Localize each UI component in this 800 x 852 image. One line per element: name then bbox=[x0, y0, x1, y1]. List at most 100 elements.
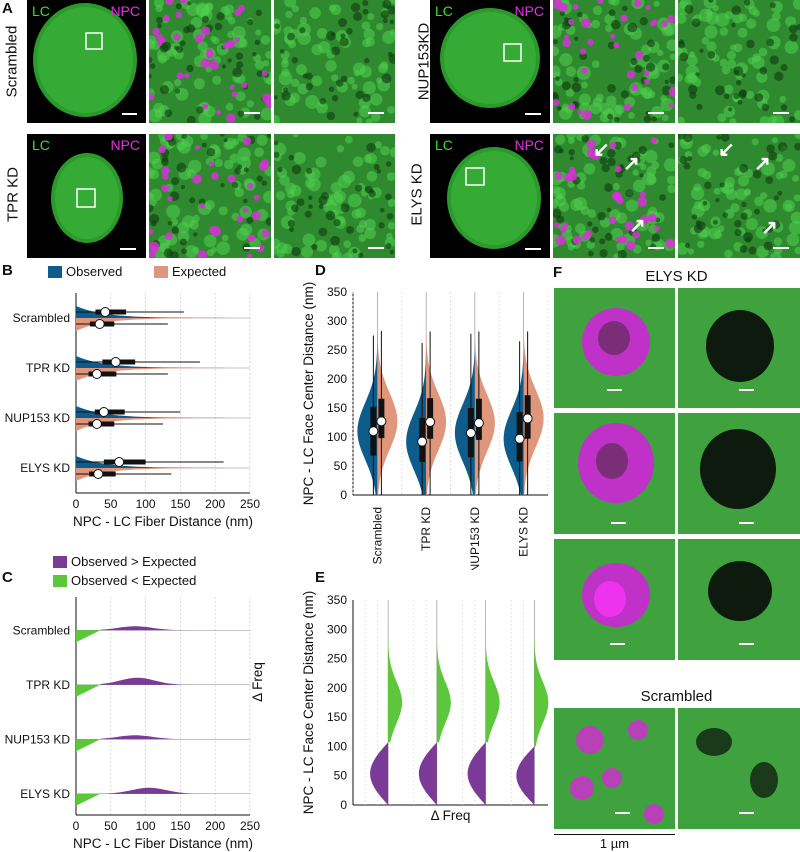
merged-zoom-image bbox=[149, 0, 271, 123]
box bbox=[95, 309, 127, 315]
y-tick-label: 300 bbox=[327, 622, 347, 636]
median-point bbox=[368, 426, 379, 437]
expected-violin bbox=[377, 292, 398, 495]
box bbox=[88, 371, 117, 377]
legend-expected: Expected bbox=[172, 264, 226, 279]
category-label: ELYS KD bbox=[20, 787, 70, 801]
nucleus-image bbox=[33, 3, 137, 117]
y-tick-label: 300 bbox=[327, 314, 347, 328]
panel-label-d: D bbox=[315, 262, 326, 279]
legend-swatch-obs-gt bbox=[53, 556, 67, 568]
below-area bbox=[485, 600, 500, 743]
scale-bar bbox=[773, 247, 789, 249]
y-tick-label: 0 bbox=[340, 488, 347, 502]
y-tick-label: 150 bbox=[327, 401, 347, 415]
below-area bbox=[76, 630, 101, 643]
y-tick-label: 50 bbox=[334, 459, 348, 473]
observed-violin bbox=[76, 306, 250, 318]
zoom-elys-lc-1 bbox=[678, 288, 800, 408]
expected-violin bbox=[426, 292, 447, 495]
median-point bbox=[110, 357, 121, 367]
category-label: ELYS KD bbox=[517, 507, 531, 557]
median-point bbox=[98, 407, 109, 417]
median-point bbox=[465, 427, 476, 438]
y-tick-label: 350 bbox=[327, 285, 347, 299]
micrograph-scrambled-merged bbox=[149, 0, 271, 123]
y-tick-label: 250 bbox=[327, 652, 347, 666]
lc-zoom-image bbox=[706, 310, 774, 391]
below-area bbox=[388, 600, 403, 743]
npc-label: NPC bbox=[514, 3, 544, 19]
legend-swatch-obs-lt bbox=[53, 575, 67, 587]
above-area bbox=[370, 742, 389, 805]
micrograph-nup153kd-overview: LC NPC bbox=[430, 0, 550, 123]
row-label-scrambled: Scrambled bbox=[3, 25, 21, 98]
chart-c-plot: 0 50 100 150 200 250 NPC - LC Fiber Distance (… bbox=[5, 597, 265, 851]
y-axis-title: NPC - LC Face Center Distance (nm) bbox=[301, 282, 316, 506]
observed-violin bbox=[76, 356, 250, 368]
expected-violin bbox=[76, 468, 250, 481]
legend-observed: Observed bbox=[66, 264, 122, 279]
f-bottom-title: Scrambled bbox=[640, 688, 713, 705]
npc-zoom-image bbox=[570, 720, 664, 824]
x-axis-title: NPC - LC Fiber Distance (nm) bbox=[73, 514, 253, 529]
y-tick-label: 250 bbox=[327, 343, 347, 357]
zoom-elys-merged-1 bbox=[554, 288, 675, 408]
zoom-elys-merged-3 bbox=[554, 539, 675, 660]
below-area bbox=[76, 739, 101, 752]
median-point bbox=[522, 413, 533, 424]
x-tick-label: 50 bbox=[104, 819, 118, 833]
median-point bbox=[94, 319, 105, 329]
merged-zoom-image bbox=[553, 0, 675, 123]
legend-swatch-observed bbox=[48, 266, 62, 278]
lc-zoom-image bbox=[678, 0, 800, 123]
zoom-elys-merged-2 bbox=[554, 413, 675, 534]
lc-zoom-image bbox=[274, 0, 395, 123]
expected-violin bbox=[474, 292, 495, 495]
median-point bbox=[91, 419, 102, 429]
scale-bar bbox=[773, 112, 789, 114]
zoom-scrambled-lc bbox=[678, 708, 800, 829]
median-point bbox=[376, 416, 387, 427]
x-tick-label: 100 bbox=[136, 497, 156, 511]
y-tick-label: 50 bbox=[334, 769, 348, 783]
npc-zoom-image bbox=[582, 563, 650, 645]
micrograph-tprkd-overview: LC NPC bbox=[27, 134, 146, 258]
micrograph-nup153kd-lc bbox=[678, 0, 800, 123]
y-axis-title: Δ Freq bbox=[250, 662, 265, 702]
above-area bbox=[100, 626, 250, 631]
category-label: TPR KD bbox=[26, 361, 70, 375]
median-point bbox=[91, 369, 102, 379]
lc-zoom-image bbox=[708, 561, 772, 645]
expected-violin bbox=[76, 418, 250, 431]
scale-bar bbox=[368, 247, 384, 249]
row-label-elyskd: ELYS KD bbox=[408, 163, 426, 226]
row-label-tprkd: TPR KD bbox=[4, 167, 22, 223]
lc-label: LC bbox=[435, 137, 453, 153]
lc-zoom-image bbox=[700, 429, 776, 524]
category-label: TPR KD bbox=[26, 678, 70, 692]
below-area bbox=[534, 600, 549, 747]
panel-label-a: A bbox=[2, 0, 13, 17]
y-tick-label: 100 bbox=[327, 739, 347, 753]
observed-violin bbox=[357, 292, 378, 495]
observed-violin bbox=[76, 406, 250, 418]
arrow-icon: ↗ bbox=[629, 215, 646, 237]
arrow-icon: ↗ bbox=[754, 153, 771, 175]
panel-label-b: B bbox=[2, 262, 13, 279]
scale-label: 1 µm bbox=[599, 836, 630, 851]
below-area bbox=[76, 793, 101, 806]
scale-bar bbox=[648, 247, 664, 249]
x-tick-label: 50 bbox=[104, 497, 118, 511]
scale-bar bbox=[244, 112, 260, 114]
arrow-icon: ↗ bbox=[623, 153, 640, 175]
micrograph-elyskd-overview: LC NPC bbox=[430, 134, 550, 258]
observed-violin bbox=[76, 456, 250, 468]
box bbox=[94, 409, 125, 415]
x-axis-title: NPC - LC Fiber Distance (nm) bbox=[73, 836, 253, 851]
above-area bbox=[418, 742, 437, 805]
arrow-icon: ↗ bbox=[761, 217, 778, 239]
scale-bar bbox=[648, 112, 664, 114]
nucleus-image bbox=[51, 153, 136, 250]
category-label: Scrambled bbox=[13, 623, 70, 637]
